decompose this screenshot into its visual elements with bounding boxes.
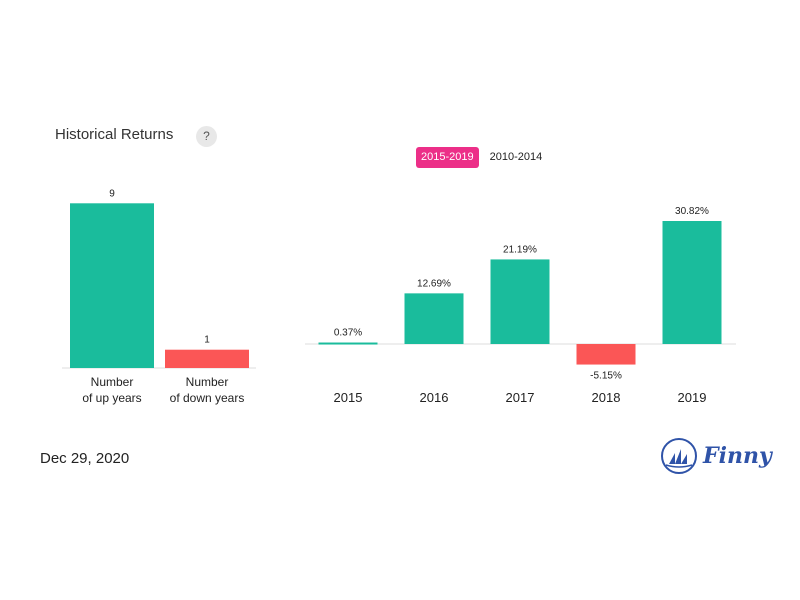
- data-label: 30.82%: [675, 206, 709, 217]
- help-icon[interactable]: ?: [196, 126, 217, 147]
- bar: [662, 221, 722, 344]
- bar: [165, 349, 249, 368]
- chart-title: Historical Returns: [55, 126, 174, 143]
- sailboat-icon: [661, 438, 697, 474]
- x-tick-label: of up years: [82, 391, 141, 405]
- period-tabs: 2015-2019 2010-2014: [416, 147, 547, 168]
- data-label: -5.15%: [590, 371, 622, 382]
- up-down-years-chart: 9 Number of up years 1 Number of down years: [62, 188, 256, 405]
- data-label: 0.37%: [334, 328, 362, 339]
- x-tick-label: 2016: [420, 390, 449, 405]
- tab-2015-2019[interactable]: 2015-2019: [416, 147, 479, 168]
- x-tick-label: Number: [186, 375, 229, 389]
- finny-logo: Finny: [660, 437, 772, 475]
- x-tick-label: Number: [91, 375, 134, 389]
- bar: [70, 203, 154, 368]
- x-tick-label: 2019: [678, 390, 707, 405]
- data-label: 12.69%: [417, 278, 451, 289]
- data-label: 9: [109, 188, 115, 199]
- x-tick-label: 2017: [506, 390, 535, 405]
- annual-returns-chart: 0.37% 2015 12.69% 2016 21.19% 2017 -5.15% 2018 3…: [305, 206, 736, 405]
- bar: [490, 259, 550, 344]
- bar: [318, 342, 378, 345]
- bar: [576, 344, 636, 365]
- data-label: 21.19%: [503, 244, 537, 255]
- data-label: 1: [204, 335, 210, 346]
- as-of-date: Dec 29, 2020: [40, 450, 130, 467]
- x-tick-label: 2018: [592, 390, 621, 405]
- x-tick-label: 2015: [334, 390, 363, 405]
- x-tick-label: of down years: [170, 391, 245, 405]
- brand-name: Finny: [703, 443, 772, 469]
- tab-2010-2014[interactable]: 2010-2014: [489, 151, 543, 163]
- bar: [404, 293, 464, 344]
